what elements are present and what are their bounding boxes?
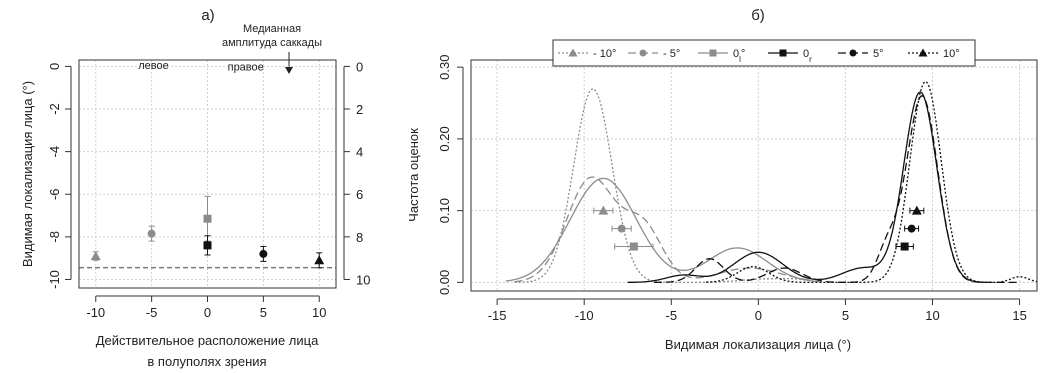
mean-marker	[598, 205, 609, 215]
mean-marker	[900, 242, 909, 251]
x-tick-label: 10	[312, 305, 326, 320]
panel-a-ylabel: Видимая локализация лица (°)	[20, 81, 35, 267]
panel-a-axes: -10 -5 0 5 10 0 0 -2 2 -4 4 -6 6 -8 8 -10 10	[47, 59, 370, 320]
y-tick-label-left: -6	[47, 188, 62, 200]
legend-label: 0l°	[733, 48, 745, 64]
y-tick-label: 0.30	[437, 55, 452, 80]
legend-label: - 10°	[593, 48, 616, 60]
density-curve	[505, 177, 820, 283]
legend-label-subscript: l	[739, 55, 741, 64]
y-tick-label-right: 8	[356, 230, 363, 245]
x-tick-label: -10	[86, 305, 105, 320]
legend-marker	[639, 49, 647, 57]
panel-b: б) -15 -10 -5 0 5 10 150.000.100.200.30 - 10° -…	[406, 7, 1038, 352]
panel-a: а) Медианная амплитуда саккады левое прав…	[20, 7, 370, 369]
panel-a-plot: левое правое	[79, 60, 336, 269]
panel-b-label: б)	[751, 7, 765, 24]
x-tick-label: 5	[842, 308, 849, 323]
y-tick-label-left: 0	[47, 63, 62, 70]
density-curve	[627, 91, 985, 283]
annotation-line-1: Медианная	[243, 23, 301, 35]
legend-label: 5°	[873, 48, 884, 60]
y-tick-label: 0.00	[437, 270, 452, 295]
y-tick-label-right: 4	[356, 145, 363, 160]
x-tick-label: -5	[146, 305, 158, 320]
y-tick-label-right: 2	[356, 102, 363, 117]
density-curve	[706, 80, 1038, 284]
y-tick-label-left: -8	[47, 231, 62, 243]
data-point	[203, 241, 212, 250]
panel-a-frame	[78, 59, 337, 289]
y-tick-label-right: 6	[356, 187, 363, 202]
y-tick-label: 0.20	[437, 126, 452, 151]
legend-marker	[709, 49, 717, 57]
data-point	[314, 255, 325, 265]
data-point	[90, 251, 101, 261]
y-tick-label: 0.10	[437, 198, 452, 223]
legend-label-subscript: r	[809, 55, 812, 64]
legend-marker	[849, 49, 857, 57]
data-point	[259, 249, 268, 258]
legend-marker	[779, 49, 787, 57]
density-curve	[653, 94, 1020, 284]
panel-b-xlabel: Видимая локализация лица (°)	[665, 337, 851, 352]
x-tick-label: -5	[665, 308, 677, 323]
mean-marker	[629, 242, 638, 251]
legend-label: 0r	[803, 48, 812, 64]
density-curve	[514, 87, 811, 284]
x-tick-label: 5	[260, 305, 267, 320]
mean-marker	[911, 205, 922, 215]
y-tick-label-right: 10	[356, 272, 370, 287]
x-tick-label: 15	[1012, 308, 1026, 323]
panel-b-frame	[470, 59, 1038, 292]
x-tick-label: 0	[755, 308, 762, 323]
y-tick-label-left: -10	[47, 270, 62, 289]
x-tick-label: -10	[575, 308, 594, 323]
legend-marker	[568, 48, 578, 57]
y-tick-label-right: 0	[356, 59, 363, 74]
mean-marker	[617, 224, 626, 233]
legend-marker	[918, 48, 928, 57]
annotation-line-2: амплитуда саккады	[222, 37, 322, 49]
legend-label: 10°	[943, 48, 960, 60]
panel-a-label: а)	[201, 7, 214, 24]
panel-b-ylabel: Частота оценок	[406, 128, 421, 222]
density-curve	[514, 176, 811, 283]
x-tick-label: 10	[925, 308, 939, 323]
region-label: левое	[138, 60, 169, 72]
legend-box	[552, 39, 976, 67]
panel-a-xlabel-line-2: в полуполях зрения	[147, 354, 266, 369]
panel-b-grid	[471, 60, 1037, 291]
annotation-arrow-head	[285, 67, 293, 74]
y-tick-label-left: -4	[47, 146, 62, 158]
x-tick-label: -15	[488, 308, 507, 323]
x-tick-label: 0	[204, 305, 211, 320]
legend-label-suffix: °	[741, 48, 745, 60]
region-label: правое	[228, 62, 264, 74]
data-point	[203, 214, 212, 223]
data-point	[147, 229, 156, 238]
legend-label: - 5°	[663, 48, 680, 60]
y-tick-label-left: -2	[47, 103, 62, 115]
mean-marker	[907, 224, 916, 233]
panel-b-legend: - 10° - 5° 0l° 0r 5° 10°	[552, 39, 976, 67]
panel-a-xlabel-line-1: Действительное расположение лица	[96, 333, 319, 348]
panel-b-axes: -15 -10 -5 0 5 10 15 0.00 0.10 0.20 0.30	[437, 55, 1027, 323]
panel-b-plot	[505, 80, 1038, 284]
panel-a-grid	[79, 60, 336, 288]
